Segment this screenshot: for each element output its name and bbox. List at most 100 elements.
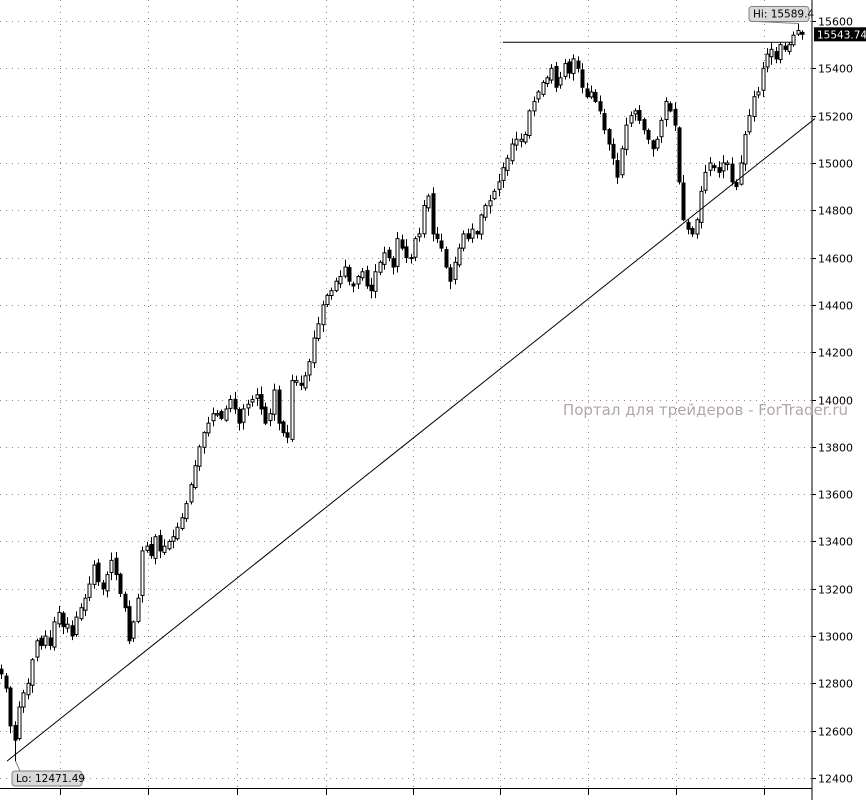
last-price-box	[814, 27, 866, 42]
candle-body	[87, 583, 92, 598]
candle-body	[153, 536, 158, 559]
candle-body	[360, 271, 365, 279]
candle-body	[497, 181, 502, 190]
candle-body	[787, 44, 792, 52]
candle-body	[215, 413, 220, 416]
candle-body	[338, 275, 343, 285]
candle-body	[545, 77, 550, 84]
candle-body	[607, 129, 612, 145]
candle-body	[250, 399, 255, 403]
candle-body	[303, 375, 308, 389]
candle-body	[800, 31, 805, 35]
candle-body	[413, 238, 418, 258]
candle-body	[796, 29, 801, 35]
candle-body	[299, 382, 304, 386]
candle-body	[602, 113, 607, 131]
candle-body	[136, 597, 141, 622]
candle-body	[620, 148, 625, 176]
candle-body	[404, 246, 409, 259]
candle-body	[554, 66, 559, 88]
candle-body	[690, 228, 695, 235]
candle-body	[347, 267, 352, 282]
candle-body	[655, 138, 660, 149]
candle-body	[708, 162, 713, 171]
candle-body	[30, 659, 35, 686]
price-tick-label: 15000	[818, 158, 853, 171]
candle-body	[629, 115, 634, 124]
candle-body	[351, 283, 356, 287]
candle-body	[334, 280, 339, 292]
candle-body	[633, 110, 638, 115]
candles-layer	[0, 23, 805, 762]
candle-body	[677, 127, 682, 183]
candle-body	[101, 582, 106, 590]
candle-body	[79, 607, 84, 620]
last-price-label: 15543.74	[817, 29, 866, 41]
candle-body	[255, 394, 260, 399]
candle-body	[109, 559, 114, 574]
price-tick-label: 14800	[818, 205, 853, 218]
candle-body	[246, 403, 251, 409]
candle-body	[4, 675, 9, 689]
candle-body	[435, 233, 440, 240]
candle-body	[92, 564, 97, 585]
candle-body	[448, 267, 453, 282]
candle-body	[149, 544, 154, 557]
watermark: Портал для трейдеров - ForTrader.ru	[563, 401, 848, 419]
candle-body	[765, 53, 770, 68]
candle-body	[26, 682, 31, 696]
candle-body	[316, 323, 321, 340]
candle-body	[21, 692, 26, 708]
candle-body	[567, 61, 572, 74]
candle-body	[523, 134, 528, 143]
candle-body	[237, 408, 242, 424]
candle-body	[730, 163, 735, 183]
candle-body	[8, 687, 13, 727]
candle-body	[673, 108, 678, 126]
candle-body	[189, 484, 194, 503]
candle-body	[752, 96, 757, 118]
candle-body	[369, 284, 374, 292]
candle-body	[659, 119, 664, 138]
candle-body	[593, 92, 598, 102]
candle-body	[312, 337, 317, 364]
candle-body	[668, 103, 673, 112]
candle-body	[717, 167, 722, 173]
trendline	[6, 118, 816, 762]
candle-body	[131, 621, 136, 639]
candle-body	[488, 200, 493, 207]
candle-body	[114, 557, 119, 576]
candle-body	[233, 398, 238, 410]
candle-body	[536, 91, 541, 100]
candle-body	[180, 517, 185, 529]
candle-body	[712, 165, 717, 169]
candle-body	[576, 60, 581, 69]
candle-body	[769, 48, 774, 58]
candle-body	[123, 593, 128, 609]
candle-body	[259, 394, 264, 410]
candle-body	[285, 432, 290, 438]
candle-body	[589, 91, 594, 98]
candle-body	[74, 616, 79, 636]
candle-body	[43, 635, 48, 646]
hi-callout: Hi: 15589.4	[748, 6, 814, 25]
candle-body	[35, 640, 40, 658]
candle-body	[527, 110, 532, 137]
hi-callout-box	[748, 6, 810, 23]
candle-body	[585, 88, 590, 98]
candle-body	[96, 562, 101, 583]
candle-body	[83, 597, 88, 611]
candle-body	[774, 51, 779, 60]
lo-callout: Lo: 12471.49	[11, 760, 85, 787]
candle-body	[325, 294, 330, 305]
candle-body	[263, 406, 268, 424]
price-axis: 12400 12600 12800 13000 13200 13400 13600 13800…	[60, 16, 853, 795]
price-tick-label: 13200	[818, 584, 853, 597]
candle-body	[791, 34, 796, 46]
candle-body	[0, 668, 4, 675]
price-tick-label: 14000	[818, 395, 853, 408]
candle-body	[268, 413, 273, 421]
candle-body	[426, 195, 431, 209]
